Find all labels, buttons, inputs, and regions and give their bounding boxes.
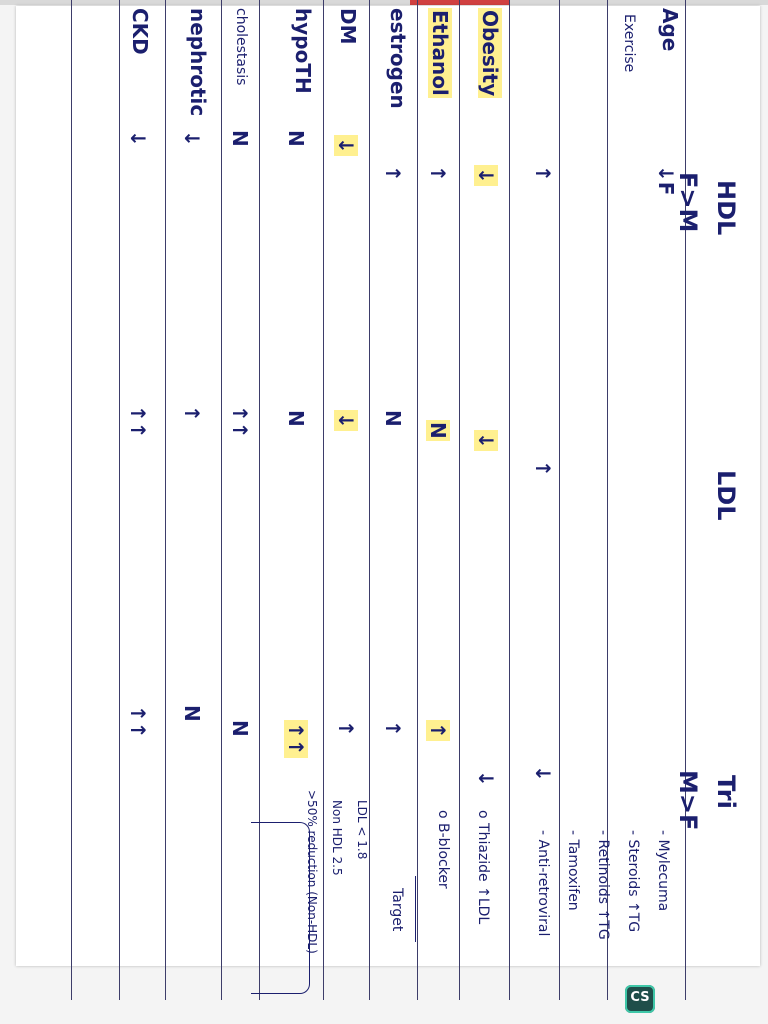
drug-item: - Retinoids ↑TG [595, 830, 611, 940]
cell-estrogen-ldl: N [381, 410, 405, 427]
ruled-line [119, 0, 120, 1000]
cell-estrogen-tri: ↑ [381, 720, 405, 737]
drug-item: - Steroids ↑TG [625, 830, 641, 933]
cell-dm-tri: ↑ [334, 720, 358, 737]
ruled-line [509, 0, 510, 1000]
cell-cholestasis-ldl: ↑↑ [228, 405, 252, 439]
ruled-line [417, 0, 418, 1000]
top-edge-bar [0, 0, 768, 5]
cell-estrogen-hdl: ↑ [381, 165, 405, 182]
row-label-ckd: CKD [128, 8, 152, 55]
ruled-line [71, 0, 72, 1000]
cell-cholestasis-hdl: N [228, 130, 252, 147]
ruled-line [221, 0, 222, 1000]
cell-age-hdl: ↓F [654, 165, 678, 196]
cell-dm-hdl: ↓ [334, 135, 358, 156]
drug-item: - Anti-retroviral [535, 830, 551, 937]
cell-obesity-ldl: ↓ [474, 430, 498, 451]
paper-sheet [16, 6, 760, 966]
row-label-cholestasis: cholestasis [233, 8, 249, 86]
cell-nephrotic-ldl: ↑ [180, 405, 204, 422]
cell-ethanol-hdl: ↑ [426, 165, 450, 182]
cell-nephrotic-hdl: ↓ [180, 130, 204, 147]
cell-hypoth-hdl: N [284, 130, 308, 147]
header-tri-note: M>F [674, 770, 702, 831]
drug-item: o Thiazide ↑LDL [475, 810, 491, 925]
scanner-app-badge: CS [625, 985, 655, 1013]
cell-cholestasis-tri: N [228, 720, 252, 737]
cell-obesity-tri: ↓ [474, 770, 498, 787]
row-label-estrogen: estrogen [386, 8, 410, 109]
header-hdl: HDL [712, 180, 740, 236]
ruled-line [165, 0, 166, 1000]
ruled-line [459, 0, 460, 1000]
row-label-hypoth: hypoTH [291, 8, 315, 94]
cell-obesity-hdl: ↓ [474, 165, 498, 186]
ruled-line [369, 0, 370, 1000]
drug-item: o B-blocker [435, 810, 451, 889]
drug-item: - Tamoxifen [565, 830, 581, 911]
cell-row2-hdl: ↑ [531, 165, 555, 182]
target-line: Non HDL 2.5 [330, 800, 344, 876]
target-divider [415, 876, 416, 942]
cell-ckd-hdl: ↓ [126, 130, 150, 147]
target-title: Target [389, 888, 405, 932]
row-label-dm: DM [336, 8, 360, 45]
cell-ethanol-ldl: N [426, 420, 450, 441]
row-label-age: Age [658, 8, 682, 52]
row-label-nephrotic: nephrotic [186, 8, 210, 117]
row-label-exercise: Exercise [621, 14, 637, 73]
row-label-obesity: Obesity [478, 8, 502, 99]
drug-list-bracket [251, 822, 310, 994]
ruled-line [323, 0, 324, 1000]
drug-item: - Mylecuma [655, 830, 671, 912]
target-line: LDL < 1.8 [355, 800, 369, 860]
cell-nephrotic-tri: N [180, 705, 204, 722]
top-edge-accent [410, 0, 510, 5]
cell-row2-tri: ↓ [531, 765, 555, 782]
cell-ckd-tri: ↑↑ [126, 705, 150, 739]
cell-row2-ldl: ↑ [531, 460, 555, 477]
row-label-ethanol: Ethanol [428, 8, 452, 98]
cell-ckd-ldl: ↑↑ [126, 405, 150, 439]
cell-hypoth-tri: ↑↑ [284, 720, 308, 758]
ruled-line [685, 0, 686, 1000]
header-ldl: LDL [712, 470, 740, 521]
ruled-line [559, 0, 560, 1000]
header-tri: Tri [712, 775, 740, 809]
header-hdl-note: F>M [674, 172, 702, 233]
cell-dm-ldl: ↓ [334, 410, 358, 431]
target-line: >50% reduction (Non-HDL) [305, 790, 319, 954]
cell-hypoth-ldl: N [284, 410, 308, 427]
cell-ethanol-tri: ↑ [426, 720, 450, 741]
